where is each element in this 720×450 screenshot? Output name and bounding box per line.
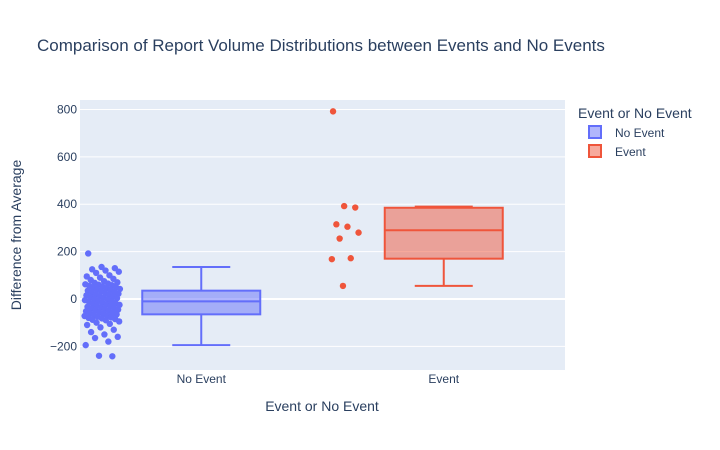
data-point bbox=[97, 324, 103, 330]
y-tick-label: 600 bbox=[57, 150, 77, 164]
data-point bbox=[105, 338, 111, 344]
legend-label-no-event: No Event bbox=[615, 126, 665, 140]
y-tick-label: −200 bbox=[50, 339, 77, 353]
legend-swatch-no-event bbox=[589, 126, 601, 138]
legend-label-event: Event bbox=[615, 145, 646, 159]
data-point bbox=[330, 108, 336, 114]
legend-title: Event or No Event bbox=[578, 105, 692, 121]
data-point bbox=[107, 321, 113, 327]
data-point bbox=[329, 256, 335, 262]
data-point bbox=[115, 334, 121, 340]
data-point bbox=[116, 269, 122, 275]
data-point bbox=[333, 221, 339, 227]
data-point bbox=[344, 224, 350, 230]
data-point bbox=[340, 283, 346, 289]
legend-item-event[interactable]: Event bbox=[589, 145, 646, 159]
legend-item-no-event[interactable]: No Event bbox=[589, 126, 665, 140]
data-point bbox=[111, 327, 117, 333]
data-point bbox=[96, 353, 102, 359]
y-tick-label: 0 bbox=[70, 292, 77, 306]
data-point bbox=[82, 342, 88, 348]
data-point bbox=[336, 235, 342, 241]
y-tick-label: 400 bbox=[57, 197, 77, 211]
y-axis-title: Difference from Average bbox=[8, 160, 24, 311]
x-axis-title: Event or No Event bbox=[265, 398, 379, 414]
data-point bbox=[352, 204, 358, 210]
x-tick-label: Event bbox=[428, 372, 459, 386]
legend-swatch-event bbox=[589, 145, 601, 157]
y-tick-label: 800 bbox=[57, 102, 77, 116]
box bbox=[142, 291, 260, 315]
data-point bbox=[85, 250, 91, 256]
data-point bbox=[101, 331, 107, 337]
y-axis-ticks: −200 0 200 400 600 800 bbox=[50, 102, 77, 353]
y-tick-label: 200 bbox=[57, 245, 77, 259]
x-axis-ticks: No Event Event bbox=[177, 372, 460, 386]
chart-title: Comparison of Report Volume Distribution… bbox=[37, 36, 605, 55]
data-point bbox=[348, 255, 354, 261]
data-point bbox=[116, 318, 122, 324]
legend: Event or No Event No Event Event bbox=[578, 105, 692, 159]
data-point bbox=[109, 353, 115, 359]
data-point bbox=[92, 335, 98, 341]
data-point bbox=[355, 229, 361, 235]
data-point bbox=[88, 329, 94, 335]
data-point bbox=[341, 203, 347, 209]
box bbox=[385, 208, 503, 259]
x-tick-label: No Event bbox=[177, 372, 227, 386]
data-point bbox=[84, 322, 90, 328]
